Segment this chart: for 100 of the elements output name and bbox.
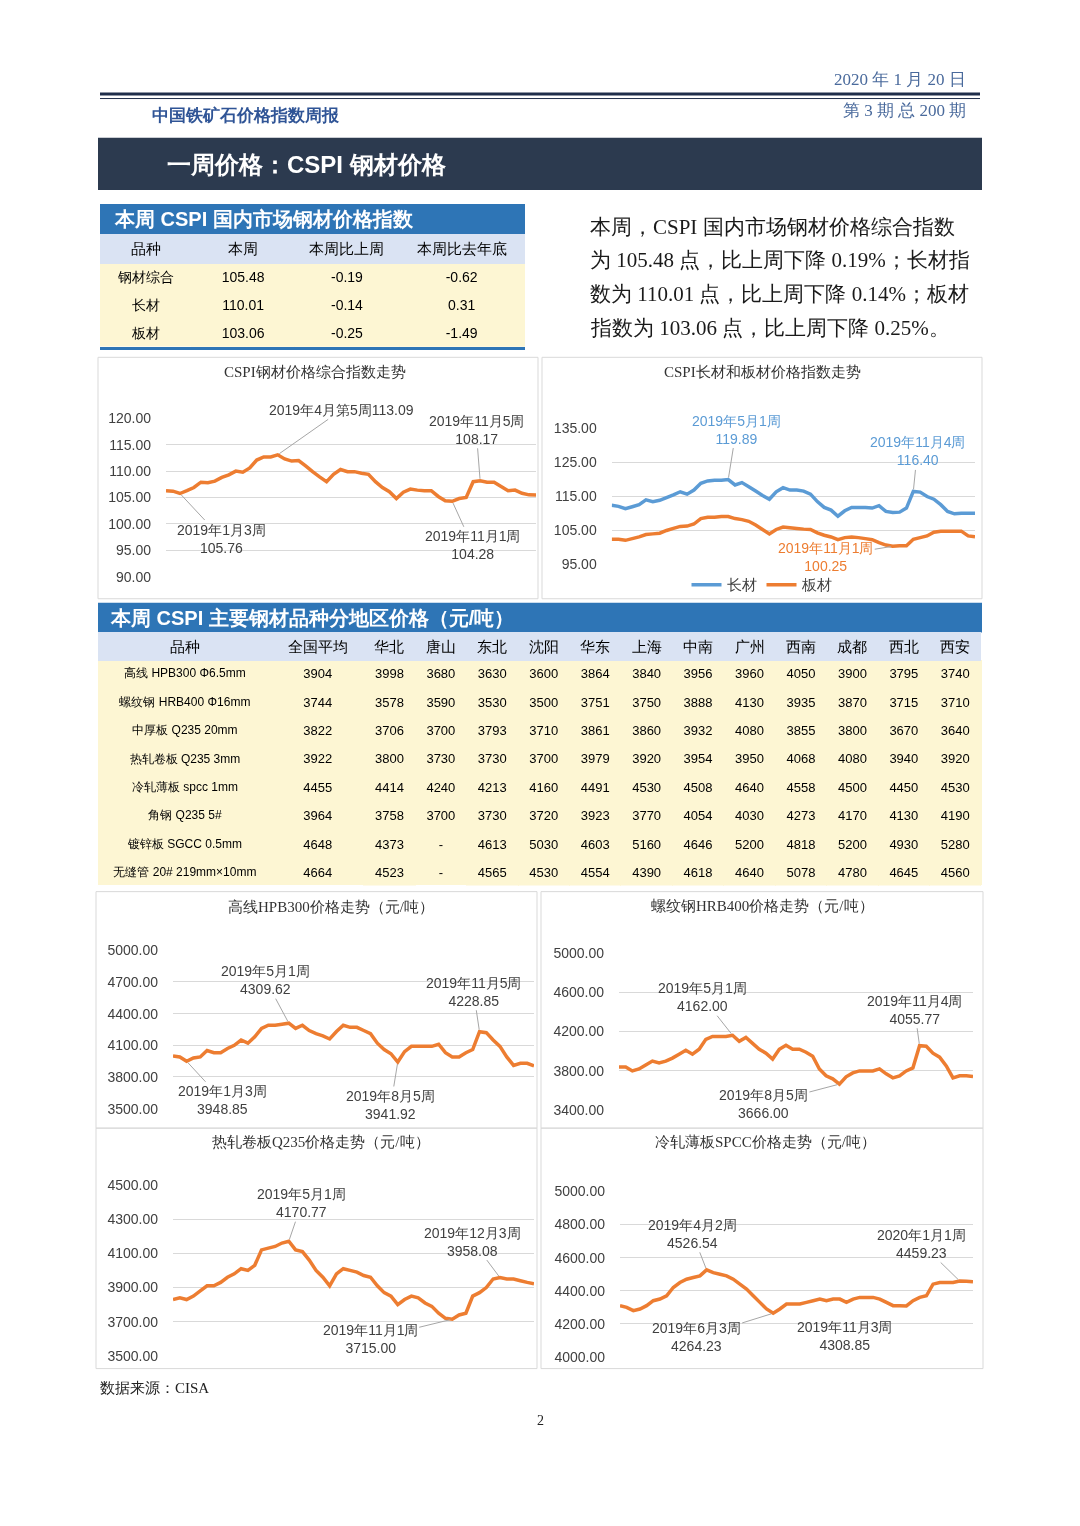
data-label: 4645 — [889, 864, 919, 880]
annotation: 2019年11月1周 100.25 — [778, 540, 874, 575]
data-label: 4240 — [426, 779, 456, 795]
x-tick-label: 东北 — [477, 637, 508, 655]
text: 第 3 期 总 200 期 — [843, 101, 967, 120]
data-label: 3630 — [477, 666, 507, 682]
data-label: 4068 — [786, 751, 816, 767]
x-tick-label: 唐山 — [425, 637, 456, 655]
annotation: 2019年5月1周 119.89 — [692, 413, 781, 448]
data-label: 4530 — [529, 864, 559, 880]
legend-label: 长材 — [726, 576, 757, 594]
chart-title: 冷轧薄板SPCC价格走势（元/吨） — [655, 1134, 876, 1150]
y-tick-label: 90.00 — [115, 568, 152, 585]
text: - — [438, 864, 444, 880]
annotation: 2019年11月4周 116.40 — [870, 434, 966, 469]
data-label: 3680 — [426, 666, 456, 682]
data-label: 3795 — [889, 666, 919, 682]
x-tick-label: 成都 — [837, 637, 868, 655]
y-axis-title: 品种 — [169, 637, 200, 655]
chart-title: 螺纹钢HRB400价格走势（元/吨） — [651, 898, 874, 914]
data-label: 4603 — [580, 836, 610, 852]
data-label: 4130 — [889, 808, 919, 824]
annotation: 2019年11月1周 3715.00 — [323, 1322, 419, 1357]
data-label: 3710 — [940, 694, 970, 710]
y-axis-title: 品种 — [130, 239, 161, 257]
text: 本周，CSPI 国内市场钢材价格综合指数为 105.48 点，比上周下降 0.19%；长材指数为 110.01 点，比上周下降 0.14%；板材指数为 103.06 点，比上周下降 0.25%。 — [590, 215, 970, 340]
data-label: 4780 — [837, 864, 867, 880]
y-tick-label: 4600.00 — [553, 984, 605, 1000]
data-label: 3920 — [632, 751, 662, 767]
y-tick-label: 5000.00 — [107, 942, 159, 959]
y-tick-label: 100.00 — [108, 515, 152, 532]
data-label: 3904 — [303, 666, 333, 682]
data-label: 4565 — [477, 864, 507, 880]
data-label: 4190 — [940, 808, 970, 824]
y-tick-label: 冷轧薄板 spcc 1mm — [131, 779, 238, 794]
x-tick-label: 西北 — [888, 637, 919, 655]
x-tick-label: 全国平均 — [287, 637, 348, 655]
data-label: 3822 — [303, 722, 333, 738]
line-series — [173, 1021, 534, 1068]
chart-title: 热轧卷板Q235价格走势（元/吨） — [212, 1134, 430, 1150]
data-label: 3730 — [477, 751, 507, 767]
data-label: 3935 — [786, 694, 816, 710]
chart-title: CSPI长材和板材价格指数走势 — [664, 364, 861, 380]
annotation: 2019年12月3周 3958.08 — [424, 1225, 521, 1260]
data-label: 3960 — [735, 666, 764, 682]
x-tick-label: 华东 — [580, 637, 611, 655]
annotation: 2020年1月1周 4459.23 — [877, 1227, 966, 1262]
annotation: 2019年5月1周 4170.77 — [257, 1186, 346, 1221]
chart-title: 高线HPB300价格走势（元/吨） — [228, 899, 434, 915]
chart-title: CSPI钢材价格综合指数走势 — [224, 364, 406, 380]
y-tick-label: 板材 — [130, 325, 160, 342]
data-label: 4558 — [786, 779, 816, 795]
y-tick-label: 4100.00 — [107, 1037, 159, 1054]
data-label: 3706 — [374, 722, 404, 738]
data-label: 4030 — [735, 808, 764, 824]
y-tick-label: 95.00 — [561, 556, 597, 573]
data-label: 4080 — [837, 751, 867, 767]
data-label: -0.62 — [445, 269, 478, 286]
y-tick-label: 95.00 — [115, 542, 152, 559]
data-label: 3578 — [374, 694, 404, 710]
data-label: 3770 — [632, 808, 662, 824]
data-label: 4491 — [580, 779, 610, 795]
data-label: 4050 — [786, 666, 816, 682]
annotation: 2019年8月5周 3941.92 — [346, 1088, 435, 1123]
data-label: 3500 — [529, 694, 559, 710]
data-label: 3888 — [683, 694, 713, 710]
data-label: 3744 — [303, 694, 333, 710]
y-tick-label: 5000.00 — [554, 1183, 606, 1200]
annotation: 2019年6月3周 4264.23 — [652, 1320, 741, 1355]
data-label: 3740 — [940, 666, 970, 682]
data-label: 4414 — [374, 779, 404, 795]
data-label: 3956 — [683, 666, 713, 682]
y-tick-label: 无缝管 20# 219mm×10mm — [113, 865, 257, 880]
y-tick-label: 4400.00 — [107, 1005, 159, 1022]
text: 2020 年 1 月 20 日 — [834, 70, 966, 89]
data-label: 4640 — [735, 779, 764, 795]
data-label: 4530 — [940, 779, 970, 795]
x-tick-label: 本周比去年底 — [416, 239, 507, 257]
data-label: 3900 — [837, 666, 867, 682]
data-label: -0.14 — [330, 297, 364, 314]
data-label: 3640 — [940, 722, 970, 738]
data-label: 3710 — [529, 722, 559, 738]
annotation: 2019年5月1周 4162.00 — [658, 980, 747, 1015]
data-label: 5030 — [529, 836, 559, 852]
y-tick-label: 钢材综合 — [116, 269, 174, 286]
data-label: 4373 — [374, 836, 404, 852]
data-label: 4390 — [632, 864, 662, 880]
data-label: 4080 — [735, 722, 764, 738]
y-tick-label: 螺纹钢 HRB400 Φ16mm — [119, 694, 251, 709]
data-label: 3940 — [889, 751, 919, 767]
y-tick-label: 3700.00 — [107, 1313, 159, 1330]
data-label: 4523 — [374, 864, 404, 880]
y-tick-label: 4400.00 — [554, 1282, 606, 1299]
data-label: 3964 — [303, 808, 333, 824]
source-note: 数据来源：CISA — [100, 1380, 210, 1396]
y-tick-label: 4700.00 — [107, 973, 159, 990]
line-series — [173, 1239, 534, 1321]
annotation: 2019年5月1周 4309.62 — [221, 963, 310, 998]
y-tick-label: 中厚板 Q235 20mm — [132, 723, 238, 738]
data-label: 103.06 — [221, 325, 265, 342]
